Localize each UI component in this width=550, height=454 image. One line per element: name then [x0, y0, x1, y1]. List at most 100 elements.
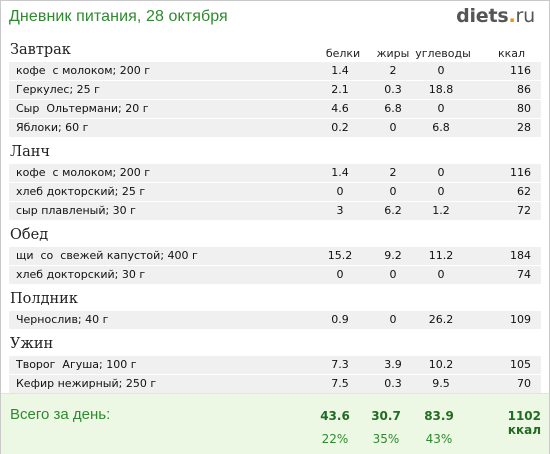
cell-carbs: 0 — [437, 64, 445, 77]
total-kcal: 1102 ккал — [507, 409, 541, 437]
food-name: кофе с молоком; 200 г — [16, 64, 151, 77]
logo-tld: ru — [515, 5, 536, 27]
cell-carbs: 9.5 — [432, 377, 450, 390]
column-header-carbs: углеводы — [415, 47, 471, 60]
column-header-protein: белки — [325, 47, 361, 60]
cell-fat: 3.9 — [384, 358, 402, 371]
meal-name: Завтрак — [10, 42, 71, 58]
cell-protein: 0.9 — [331, 313, 349, 326]
cell-kcal: 184 — [510, 249, 531, 262]
cell-carbs: 0 — [437, 268, 445, 281]
food-name: Сыр Ольтермани; 20 г — [16, 102, 149, 115]
page-title: Дневник питания, 28 октября — [9, 8, 228, 25]
cell-protein: 4.6 — [331, 102, 349, 115]
cell-protein: 2.1 — [331, 83, 349, 96]
food-name: хлеб докторский; 25 г — [16, 185, 146, 198]
cell-protein: 0 — [336, 185, 344, 198]
food-name: щи со свежей капустой; 400 г — [16, 249, 198, 262]
total-carbs: 83.9 — [424, 409, 454, 423]
cell-fat: 0.3 — [384, 377, 402, 390]
food-name: Чернослив; 40 г — [16, 313, 109, 326]
cell-carbs: 26.2 — [428, 313, 454, 326]
food-row: кофе с молоком; 200 г 1.4 2 0 116 — [9, 62, 541, 80]
cell-carbs: 11.2 — [428, 249, 454, 262]
cell-kcal: 86 — [517, 83, 531, 96]
cell-fat: 0 — [389, 185, 397, 198]
column-header-fat: жиры — [376, 47, 410, 60]
total-fat: 30.7 — [371, 409, 401, 423]
cell-protein: 7.5 — [331, 377, 349, 390]
cell-protein: 15.2 — [327, 249, 353, 262]
food-row: кофе с молоком; 200 г 1.4 2 0 116 — [9, 164, 541, 182]
cell-protein: 1.4 — [331, 166, 349, 179]
cell-kcal: 105 — [510, 358, 531, 371]
cell-carbs: 18.8 — [428, 83, 454, 96]
food-row: щи со свежей капустой; 400 г 15.2 9.2 11.2 1… — [9, 247, 541, 265]
food-row: хлеб докторский; 25 г 0 0 0 62 — [9, 183, 541, 201]
cell-carbs: 0 — [437, 102, 445, 115]
food-row: Чернослив; 40 г 0.9 0 26.2 109 — [9, 311, 541, 329]
cell-carbs: 0 — [437, 166, 445, 179]
cell-kcal: 28 — [517, 121, 531, 134]
cell-kcal: 72 — [517, 204, 531, 217]
cell-protein: 7.3 — [331, 358, 349, 371]
cell-fat: 6.8 — [384, 102, 402, 115]
meal-name: Обед — [10, 227, 49, 243]
food-name: Творог Агуша; 100 г — [16, 358, 137, 371]
cell-kcal: 70 — [517, 377, 531, 390]
food-row: сыр плавленый; 30 г 3 6.2 1.2 72 — [9, 202, 541, 220]
cell-fat: 2 — [389, 166, 397, 179]
column-header-kcal: ккал — [497, 47, 525, 60]
meal-name: Ужин — [10, 336, 54, 352]
food-name: Геркулес; 25 г — [16, 83, 100, 96]
food-row: Сыр Ольтермани; 20 г 4.6 6.8 0 80 — [9, 100, 541, 118]
food-name: хлеб докторский; 30 г — [16, 268, 146, 281]
food-row: хлеб докторский; 30 г 0 0 0 74 — [9, 266, 541, 284]
food-name: Яблоки; 60 г — [16, 121, 89, 134]
cell-fat: 2 — [389, 64, 397, 77]
meals-table: Завтрак белки жиры углеводы ккал кофе с молок… — [1, 39, 549, 397]
site-logo[interactable]: diets.ru — [456, 5, 535, 27]
logo-dot: . — [508, 5, 516, 27]
meal-header: Ланч — [1, 141, 549, 163]
food-row: Творог Агуша; 100 г 7.3 3.9 10.2 105 — [9, 356, 541, 374]
cell-carbs: 6.8 — [432, 121, 450, 134]
cell-fat: 0 — [389, 121, 397, 134]
cell-fat: 0.3 — [384, 83, 402, 96]
food-row: Кефир нежирный; 250 г 7.5 0.3 9.5 70 — [9, 375, 541, 393]
meal-header: Полдник — [1, 288, 549, 310]
cell-carbs: 0 — [437, 185, 445, 198]
cell-fat: 0 — [389, 268, 397, 281]
totals-label: Всего за день: — [10, 406, 111, 423]
cell-fat: 0 — [389, 313, 397, 326]
carbs-percent: 43% — [425, 432, 453, 446]
daily-totals: Всего за день: 43.6 30.7 83.9 1102 ккал … — [1, 393, 549, 454]
cell-fat: 6.2 — [384, 204, 402, 217]
total-protein: 43.6 — [320, 409, 350, 423]
meal-name: Полдник — [10, 291, 78, 307]
cell-carbs: 1.2 — [432, 204, 450, 217]
cell-protein: 3 — [336, 204, 344, 217]
food-row: Геркулес; 25 г 2.1 0.3 18.8 86 — [9, 81, 541, 99]
cell-protein: 0.2 — [331, 121, 349, 134]
cell-protein: 0 — [336, 268, 344, 281]
meal-header: Обед — [1, 224, 549, 246]
cell-kcal: 116 — [510, 64, 531, 77]
food-name: кофе с молоком; 200 г — [16, 166, 151, 179]
cell-kcal: 74 — [517, 268, 531, 281]
cell-kcal: 62 — [517, 185, 531, 198]
cell-kcal: 80 — [517, 102, 531, 115]
meal-name: Ланч — [10, 144, 50, 160]
cell-kcal: 109 — [510, 313, 531, 326]
cell-carbs: 10.2 — [428, 358, 454, 371]
cell-fat: 9.2 — [384, 249, 402, 262]
meal-header: Завтрак белки жиры углеводы ккал — [1, 39, 549, 61]
meal-header: Ужин — [1, 333, 549, 355]
food-name: Кефир нежирный; 250 г — [16, 377, 157, 390]
cell-protein: 1.4 — [331, 64, 349, 77]
logo-main: diets — [456, 5, 509, 27]
protein-percent: 22% — [321, 432, 349, 446]
food-row: Яблоки; 60 г 0.2 0 6.8 28 — [9, 119, 541, 137]
cell-kcal: 116 — [510, 166, 531, 179]
